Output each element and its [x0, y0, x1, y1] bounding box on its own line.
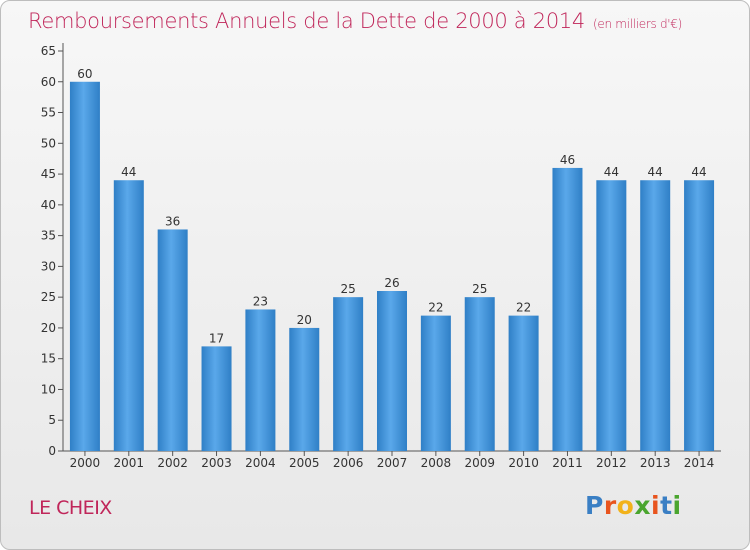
y-tick-label: 50 — [41, 136, 56, 150]
chart-title-block: Remboursements Annuels de la Dette de 20… — [28, 9, 682, 33]
bar — [596, 180, 627, 451]
x-tick-label: 2000 — [70, 456, 101, 470]
data-label: 44 — [691, 165, 706, 179]
y-tick-label: 45 — [41, 167, 56, 181]
logo-letter: i — [651, 491, 661, 520]
bar — [289, 327, 320, 451]
logo-letter: r — [603, 491, 617, 520]
data-label: 44 — [648, 165, 663, 179]
logo-letter: o — [616, 491, 635, 520]
bar — [113, 180, 144, 451]
y-tick-label: 0 — [48, 444, 56, 458]
data-label: 44 — [121, 165, 136, 179]
data-label: 26 — [384, 276, 399, 290]
bar — [464, 297, 495, 451]
logo-letter: i — [672, 491, 682, 520]
data-label: 25 — [340, 282, 355, 296]
data-label: 17 — [209, 331, 224, 345]
bar — [640, 180, 671, 451]
y-tick-label: 5 — [48, 413, 56, 427]
bar — [201, 346, 232, 451]
x-tick-label: 2002 — [157, 456, 188, 470]
x-tick-label: 2012 — [596, 456, 627, 470]
x-tick-label: 2014 — [684, 456, 715, 470]
data-label: 46 — [560, 153, 575, 167]
bar — [69, 81, 100, 452]
x-tick-label: 2013 — [640, 456, 671, 470]
y-tick-label: 30 — [41, 259, 56, 273]
x-tick-label: 2001 — [114, 456, 145, 470]
data-label: 25 — [472, 282, 487, 296]
axes: 0 5 10 15 20 25 30 35 40 45 50 55 60 65 2000 2001 2002 20… — [41, 43, 721, 470]
x-tick-label: 2006 — [333, 456, 364, 470]
data-label: 36 — [165, 214, 180, 228]
logo-letter: t — [660, 491, 673, 520]
logo-letter: x — [634, 491, 651, 520]
bar — [508, 315, 539, 451]
data-label: 20 — [297, 313, 312, 327]
chart-subtitle: (en milliers d'€) — [593, 17, 683, 31]
x-tick-label: 2003 — [201, 456, 232, 470]
proxiti-logo: Proxiti — [585, 491, 682, 520]
bar — [684, 180, 715, 451]
chart-title: Remboursements Annuels de la Dette de 20… — [28, 9, 585, 33]
value-labels: 60 44 36 17 23 20 25 26 22 25 22 46 44 44 44 — [77, 67, 706, 346]
bar — [420, 315, 451, 451]
data-label: 23 — [253, 294, 268, 308]
data-label: 22 — [516, 301, 531, 315]
y-tick-label: 40 — [41, 198, 56, 212]
bar — [245, 309, 276, 451]
y-tick-label: 65 — [41, 44, 56, 58]
data-label: 44 — [604, 165, 619, 179]
x-tick-label: 2007 — [377, 456, 408, 470]
y-tick-label: 35 — [41, 229, 56, 243]
x-tick-label: 2009 — [464, 456, 495, 470]
y-tick-label: 10 — [41, 382, 56, 396]
x-tick-label: 2011 — [552, 456, 583, 470]
y-tick-label: 15 — [41, 352, 56, 366]
y-tick-label: 25 — [41, 290, 56, 304]
data-label: 60 — [77, 67, 92, 81]
x-tick-label: 2008 — [421, 456, 452, 470]
y-tick-label: 60 — [41, 75, 56, 89]
logo-letter: P — [585, 491, 604, 520]
x-tick-label: 2010 — [508, 456, 539, 470]
bar — [333, 297, 364, 451]
data-label: 22 — [428, 301, 443, 315]
bar — [377, 291, 407, 451]
bar — [157, 229, 188, 451]
y-tick-label: 20 — [41, 321, 56, 335]
y-tick-label: 55 — [41, 106, 56, 120]
x-tick-label: 2004 — [245, 456, 276, 470]
x-tick-label: 2005 — [289, 456, 320, 470]
bars — [69, 81, 715, 452]
bar — [552, 167, 583, 451]
commune-name: LE CHEIX — [29, 497, 112, 519]
